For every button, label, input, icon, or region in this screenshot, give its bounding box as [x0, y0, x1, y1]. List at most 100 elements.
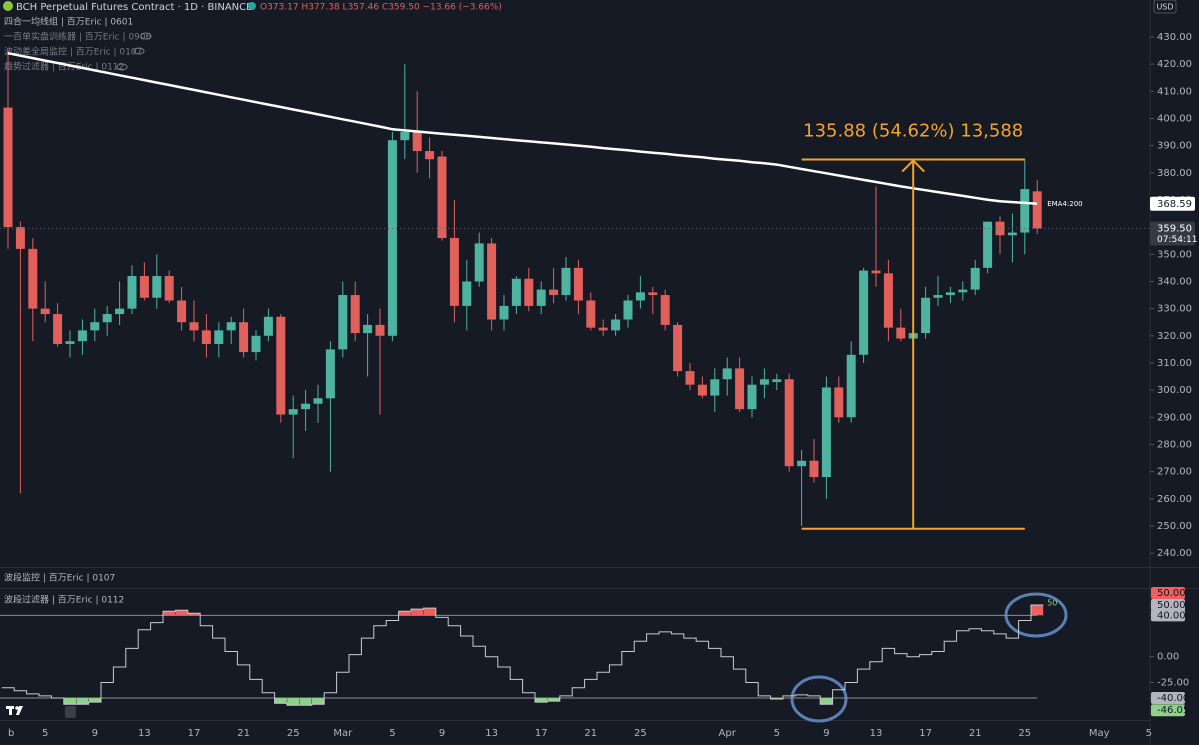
pane-title: 波段监控 | 百万Eric | 0107	[4, 572, 115, 584]
x-tick-label: 5	[389, 728, 395, 739]
candle-body	[462, 281, 472, 306]
dividend-badge	[65, 706, 76, 718]
y-tick-label: 240.00	[1157, 548, 1192, 559]
candle-body	[611, 319, 621, 331]
countdown: 07:54:11	[1157, 235, 1197, 245]
marker-label: -46.05	[1157, 705, 1189, 716]
candle-body	[387, 140, 397, 336]
y-tick-label: -25.00	[1157, 677, 1189, 688]
candle-body	[177, 300, 187, 323]
candle-body	[28, 248, 38, 309]
price-label: 359.50	[1157, 223, 1192, 234]
candle-body	[77, 330, 87, 342]
candle-body	[511, 278, 521, 306]
candle-body	[301, 403, 311, 410]
candle-body	[65, 341, 75, 344]
x-tick-label: 25	[634, 728, 647, 739]
candle-body	[598, 327, 608, 331]
oversold-block	[535, 697, 548, 703]
candle-body	[15, 227, 25, 249]
ohlc-values: O373.17 H377.38 L357.46 C359.50 −13.66 (…	[260, 3, 502, 13]
y-tick-box	[1151, 609, 1185, 622]
price-box	[1150, 221, 1195, 246]
candle-body	[251, 335, 261, 353]
candle-body	[623, 300, 633, 320]
candle-body	[263, 316, 273, 336]
candle-body	[536, 289, 546, 306]
candle-body	[412, 132, 422, 152]
candle-body	[983, 221, 993, 268]
candle-body	[573, 267, 583, 301]
series-name: EMA4:200	[1047, 200, 1082, 208]
oversold-block	[820, 697, 833, 705]
market-status	[248, 2, 256, 10]
y-tick-box	[1151, 691, 1185, 704]
overbought-block	[163, 611, 176, 616]
currency: USD	[1156, 3, 1173, 12]
candle-body	[834, 387, 844, 418]
y-tick-label: 280.00	[1157, 439, 1192, 450]
x-tick-label: 9	[439, 728, 445, 739]
candle-body	[375, 324, 385, 336]
candle-body	[53, 314, 63, 344]
x-tick-label: 5	[42, 728, 48, 739]
candle-body	[189, 322, 199, 331]
measure-arrow-head	[901, 159, 925, 173]
oscillator-line	[1, 604, 1044, 706]
candle-body	[201, 330, 211, 344]
x-tick-label: 13	[485, 728, 498, 739]
oversold-block	[274, 697, 287, 704]
measure-label: 135.88 (54.62%) 13,588	[803, 121, 1023, 142]
candle-body	[40, 308, 50, 315]
candle-body	[772, 379, 782, 382]
overbought-block	[175, 610, 188, 616]
candle-body	[524, 278, 534, 306]
y-tick-label: 330.00	[1157, 304, 1192, 315]
y-tick-label: 310.00	[1157, 358, 1192, 369]
candle-body	[3, 107, 13, 228]
y-tick-label: 290.00	[1157, 412, 1192, 423]
candle-body	[325, 349, 335, 399]
candle-body	[933, 295, 943, 298]
y-tick-label: 270.00	[1157, 467, 1192, 478]
series-value-label: 368.59	[1157, 199, 1192, 210]
marker-box	[1151, 586, 1185, 599]
candle-body	[735, 368, 745, 410]
candle-body	[127, 276, 137, 309]
candle-body	[660, 295, 670, 325]
candle-body	[115, 308, 125, 315]
indicator-label: 四合一均线组 | 百万Eric | 0601	[4, 16, 133, 28]
candle-body	[549, 289, 559, 296]
candle-body	[648, 292, 658, 296]
eye-icon[interactable]	[140, 32, 152, 40]
x-tick-label: 5	[1146, 728, 1152, 739]
overbought-block	[1031, 604, 1044, 616]
tradingview-logo	[6, 706, 23, 715]
candle-body	[276, 316, 286, 415]
indicator-label: 趋势过滤器 | 百万Eric | 0112	[4, 61, 124, 73]
y-tick-label: 0.00	[1157, 652, 1179, 663]
logo-part	[16, 706, 23, 715]
series-value-box	[1150, 196, 1195, 211]
x-tick-label: 13	[870, 728, 883, 739]
currency-box[interactable]	[1153, 0, 1177, 14]
x-tick-label: Mar	[333, 728, 353, 739]
x-tick-label: 17	[188, 728, 201, 739]
eye-icon[interactable]	[116, 63, 128, 71]
candle-body	[685, 371, 695, 385]
candle-body	[400, 132, 410, 141]
symbol-icon	[3, 1, 13, 11]
overbought-block	[188, 613, 200, 616]
y-tick-label: 320.00	[1157, 331, 1192, 342]
candle-body	[164, 276, 174, 301]
candle-body	[759, 379, 769, 385]
candle-body	[970, 267, 980, 290]
marker-box	[1151, 704, 1185, 717]
candle-body	[710, 379, 720, 396]
eye-icon[interactable]	[133, 47, 145, 55]
y-tick-label: 40.00	[1157, 610, 1186, 621]
candle-body	[945, 292, 955, 296]
candle-body	[474, 243, 484, 282]
y-tick-label: 250.00	[1157, 521, 1192, 532]
x-tick-label: 17	[919, 728, 932, 739]
